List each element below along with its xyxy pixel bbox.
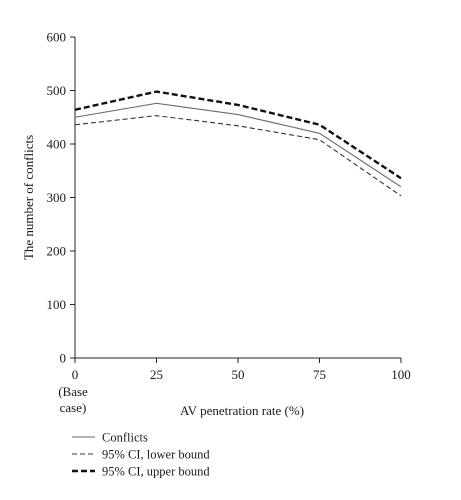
x-tick-label: 100 xyxy=(391,367,411,382)
legend: Conflicts 95% CI, lower bound 95% CI, uppe… xyxy=(72,431,210,479)
legend-label: 95% CI, lower bound xyxy=(102,448,210,462)
y-tick-label: 0 xyxy=(60,351,67,366)
series-lines xyxy=(74,90,402,197)
y-tick-label: 100 xyxy=(47,297,67,312)
legend-label: Conflicts xyxy=(102,431,148,445)
y-tick-label: 500 xyxy=(47,83,67,98)
y-axis-title: The number of conflicts xyxy=(21,135,36,260)
x-tick-sublabel: (Base xyxy=(58,384,88,399)
y-tick-label: 200 xyxy=(47,244,67,259)
x-tick-label: 50 xyxy=(232,367,245,382)
axes xyxy=(74,37,401,359)
x-tick-sublabel: case) xyxy=(60,400,87,415)
y-ticks: 0 100 200 300 400 500 600 xyxy=(47,30,75,366)
x-tick-label: 25 xyxy=(150,367,163,382)
series-line-1 xyxy=(74,115,402,197)
y-tick-label: 600 xyxy=(47,30,67,45)
y-tick-label: 300 xyxy=(47,190,67,205)
x-tick-label: 75 xyxy=(313,367,326,382)
x-axis-title: AV penetration rate (%) xyxy=(180,403,304,418)
series-line-2 xyxy=(74,90,402,180)
series-line-0 xyxy=(74,102,402,188)
legend-label: 95% CI, upper bound xyxy=(102,465,210,479)
x-tick-label: 0 xyxy=(72,367,79,382)
y-tick-label: 400 xyxy=(47,137,67,152)
